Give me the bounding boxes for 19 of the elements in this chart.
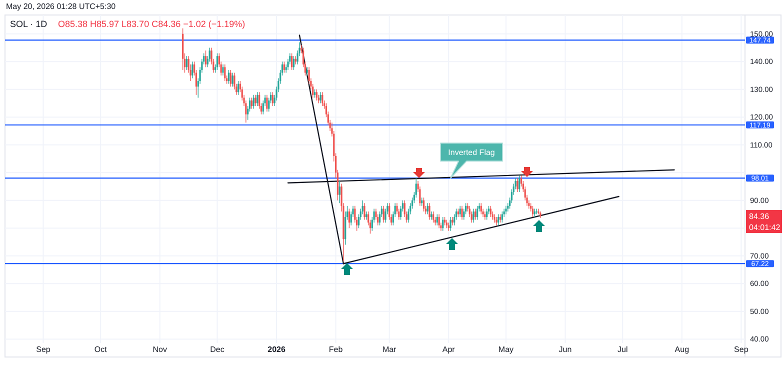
x-tick-label: May: [498, 345, 514, 354]
x-tick-label: Feb: [328, 345, 344, 354]
x-tick-label: Jun: [558, 345, 572, 354]
x-tick-label: Nov: [152, 345, 167, 354]
x-tick-label: Sep: [734, 345, 749, 354]
x-tick-label: Jul: [618, 345, 628, 354]
chart-subtitle: O85.38 H85.97 L83.70 C84.36 −1.02 (−1.19%): [58, 19, 246, 29]
x-tick-label: Apr: [442, 345, 456, 354]
annotation: Inverted Flag: [448, 148, 495, 157]
text: 04:01:42: [749, 222, 781, 232]
x-tick-label: Sep: [36, 345, 51, 354]
x-tick-label: Dec: [210, 345, 224, 354]
x-tick-label: Mar: [382, 345, 397, 354]
text: 84.36: [749, 212, 770, 221]
chart-title: SOL · 1D: [10, 19, 48, 29]
text: May 20, 2026 01:28 UTC+5:30: [6, 2, 116, 11]
x-tick-label: 2026: [268, 345, 286, 354]
x-tick-label: Oct: [94, 345, 108, 354]
x-tick-label: Aug: [674, 345, 690, 354]
